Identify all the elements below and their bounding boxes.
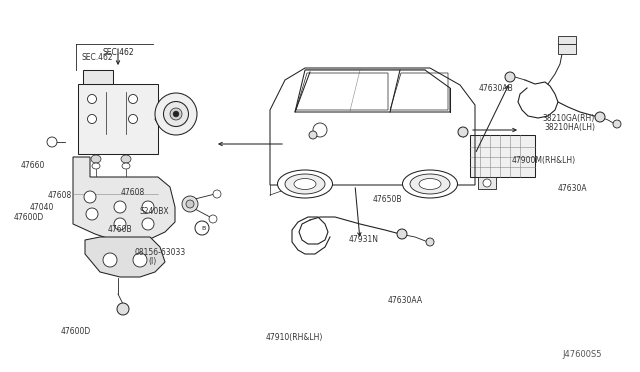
Circle shape [213,190,221,198]
Text: 4760B: 4760B [108,225,132,234]
Ellipse shape [403,170,458,198]
Text: 47040: 47040 [30,203,54,212]
Circle shape [182,196,198,212]
Ellipse shape [155,93,197,135]
Circle shape [117,303,129,315]
Ellipse shape [121,155,131,163]
Circle shape [129,94,138,103]
Text: S240BX: S240BX [140,207,169,216]
Ellipse shape [163,102,189,126]
Circle shape [133,253,147,267]
Text: (I): (I) [148,257,157,266]
Ellipse shape [92,163,100,169]
Text: SEC.462: SEC.462 [102,48,134,57]
Circle shape [142,201,154,213]
Circle shape [458,127,468,137]
Circle shape [103,253,117,267]
Circle shape [309,131,317,139]
Circle shape [426,238,434,246]
Text: 47660: 47660 [20,161,45,170]
Text: 47600D: 47600D [14,213,44,222]
Circle shape [613,120,621,128]
Circle shape [186,200,194,208]
Bar [558,36,576,44]
Text: 47630AB: 47630AB [479,84,513,93]
Text: 08156-63033: 08156-63033 [134,248,186,257]
Circle shape [114,218,126,230]
Ellipse shape [419,179,441,189]
Circle shape [209,215,217,223]
Circle shape [84,191,96,203]
Circle shape [88,94,97,103]
Bar [83,70,113,84]
Text: 47608: 47608 [48,191,72,200]
Text: 47600D: 47600D [60,327,91,336]
Bar [470,135,535,177]
Ellipse shape [91,155,101,163]
Circle shape [173,111,179,117]
Ellipse shape [122,163,130,169]
Text: 38210HA(LH): 38210HA(LH) [544,123,595,132]
Ellipse shape [285,174,325,194]
Circle shape [114,201,126,213]
Text: 47931N: 47931N [348,235,378,244]
Circle shape [505,72,515,82]
Circle shape [142,218,154,230]
Text: 47630AA: 47630AA [387,296,422,305]
Bar [558,44,576,54]
Ellipse shape [410,174,450,194]
Polygon shape [73,157,175,239]
Text: SEC.462: SEC.462 [82,53,113,62]
Polygon shape [85,237,165,277]
Circle shape [86,208,98,220]
Circle shape [397,229,407,239]
Bar [78,84,158,154]
Circle shape [195,221,209,235]
Ellipse shape [294,179,316,189]
Circle shape [129,115,138,124]
Text: 47910(RH&LH): 47910(RH&LH) [266,333,323,342]
Ellipse shape [278,170,333,198]
Circle shape [313,123,327,137]
Circle shape [47,137,57,147]
Text: 47900M(RH&LH): 47900M(RH&LH) [512,156,576,165]
Text: B: B [201,225,205,231]
Circle shape [88,115,97,124]
Ellipse shape [170,108,182,120]
Bar [478,177,496,189]
Text: 47650B: 47650B [373,195,403,203]
Circle shape [483,179,491,187]
Text: 47630A: 47630A [558,185,588,193]
Text: 47608: 47608 [120,188,145,197]
Text: 38210GA(RH): 38210GA(RH) [543,114,595,123]
Text: J47600S5: J47600S5 [562,350,602,359]
Circle shape [595,112,605,122]
